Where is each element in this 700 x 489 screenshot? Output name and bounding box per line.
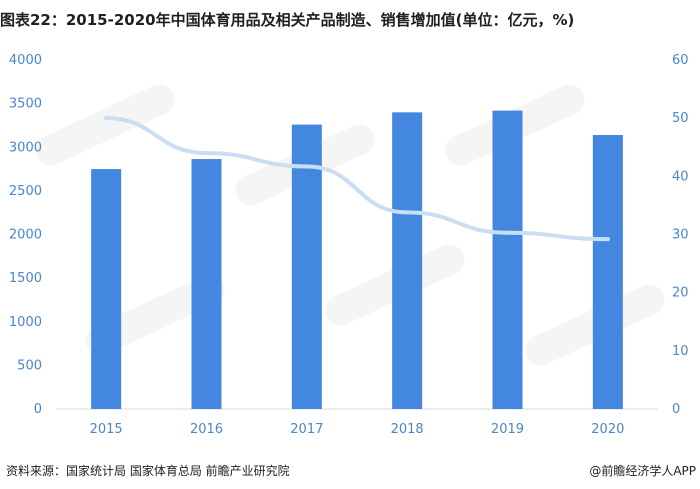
y-right-tick-label: 30 (672, 228, 689, 243)
y-left-tick-label: 3000 (9, 140, 42, 155)
x-tick-label: 2019 (491, 422, 524, 437)
watermark-layer (35, 84, 665, 366)
line-point-2016 (204, 151, 209, 156)
x-tick-label: 2018 (391, 422, 424, 437)
y-right-tick-label: 10 (672, 344, 689, 359)
bar-2018 (392, 112, 423, 409)
y-left-tick-label: 1000 (9, 315, 42, 330)
y-left-tick-label: 4000 (9, 53, 42, 68)
line-point-2015 (104, 116, 109, 121)
y-left-tick-label: 1500 (9, 271, 42, 286)
y-right-tick-label: 0 (672, 402, 680, 417)
brand-credit: @前瞻经济学人APP (589, 464, 696, 478)
y-right-tick-label: 60 (672, 53, 689, 68)
y-right-tick-label: 40 (672, 169, 689, 184)
y-left-tick-label: 500 (17, 358, 42, 373)
y-left-tick-label: 2000 (9, 228, 42, 243)
line-point-2020 (605, 237, 610, 242)
y-left-tick-label: 2500 (9, 184, 42, 199)
y-right-tick-label: 50 (672, 111, 689, 126)
bar-2020 (592, 135, 623, 409)
bar-2015 (91, 169, 122, 409)
line-point-2018 (405, 210, 410, 215)
source-note: 资料来源：国家统计局 国家体育总局 前瞻产业研究院 (6, 464, 290, 478)
chart-title: 图表22：2015-2020年中国体育用品及相关产品制造、销售增加值(单位：亿元… (0, 11, 575, 29)
bar-2016 (191, 159, 222, 409)
bar-2019 (492, 110, 523, 409)
line-point-2019 (505, 230, 510, 235)
line-path (104, 116, 610, 242)
line-point-2017 (304, 164, 309, 169)
line-series (104, 116, 610, 242)
y-left-tick-label: 3500 (9, 97, 42, 112)
y-right-tick-label: 20 (672, 286, 689, 301)
footer: 资料来源：国家统计局 国家体育总局 前瞻产业研究院 @前瞻经济学人APP (0, 458, 700, 484)
x-tick-label: 2017 (290, 422, 323, 437)
chart-canvas: 0 500 1000 1500 2000 2500 3000 3500 4000 0 10 20 30 4… (9, 53, 689, 437)
watermark-mark (35, 84, 175, 166)
bar-2017 (291, 124, 322, 409)
x-tick-label: 2020 (591, 422, 624, 437)
bar-series (91, 110, 623, 409)
x-tick-label: 2016 (190, 422, 223, 437)
x-tick-label: 2015 (90, 422, 123, 437)
tick-labels: 0 500 1000 1500 2000 2500 3000 3500 4000 0 10 20 30 4… (9, 53, 689, 437)
y-left-tick-label: 0 (34, 402, 42, 417)
